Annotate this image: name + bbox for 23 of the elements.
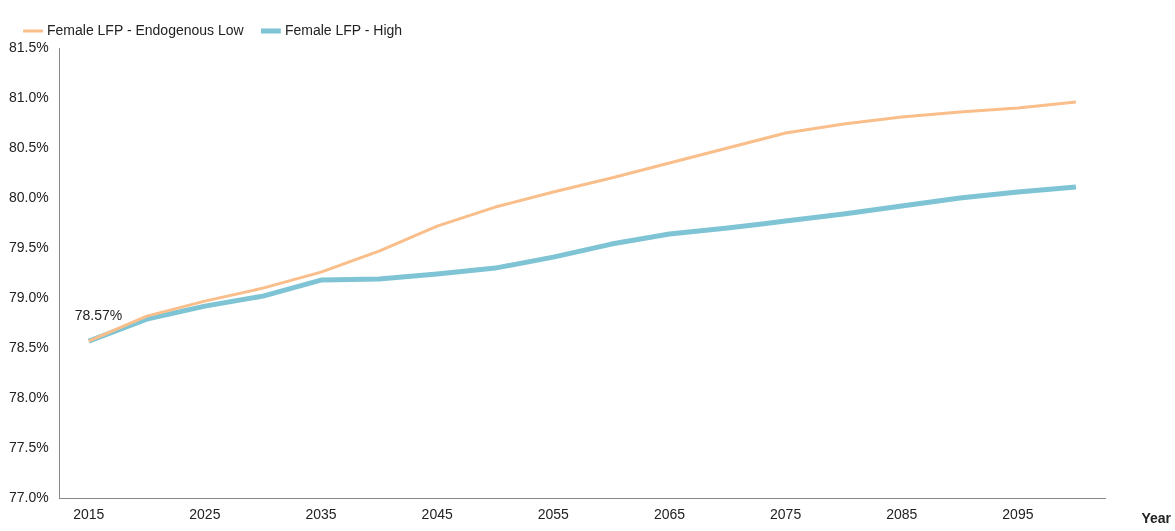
x-tick-label: 2015: [73, 506, 105, 523]
x-tick-label: 2075: [770, 506, 802, 523]
x-tick-label: 2045: [421, 506, 453, 523]
y-tick-label: 78.5%: [8, 338, 49, 355]
x-tick-label: 2055: [537, 506, 570, 523]
y-tick-label: 81.5%: [8, 38, 49, 55]
y-tick-label: 80.0%: [8, 188, 49, 205]
y-tick-label: 78.0%: [8, 389, 49, 406]
x-tick-label: 2065: [653, 506, 686, 523]
y-tick-label: 77.0%: [8, 489, 49, 506]
x-tick-label: 2095: [1002, 506, 1034, 523]
x-tick-label: 2085: [886, 506, 918, 523]
legend-label: Female LFP - Endogenous Low: [47, 21, 245, 38]
y-tick-label: 79.5%: [8, 238, 49, 255]
y-tick-label: 80.5%: [8, 138, 49, 155]
y-tick-label: 77.5%: [8, 439, 49, 456]
legend-label: Female LFP - High: [284, 21, 403, 38]
y-tick-label: 79.0%: [8, 288, 49, 305]
x-tick-label: 2025: [189, 506, 221, 523]
x-tick-label: 2035: [305, 506, 337, 523]
annotation: 78.57%: [74, 306, 123, 323]
y-tick-label: 81.0%: [8, 88, 49, 105]
x-axis-title: Year: [1141, 510, 1172, 527]
